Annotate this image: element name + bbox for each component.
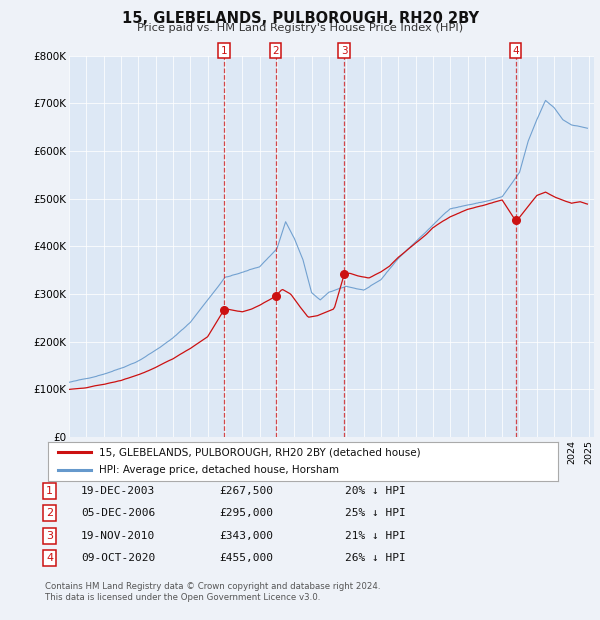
Text: Price paid vs. HM Land Registry's House Price Index (HPI): Price paid vs. HM Land Registry's House … bbox=[137, 23, 463, 33]
Text: 19-NOV-2010: 19-NOV-2010 bbox=[81, 531, 155, 541]
Text: 3: 3 bbox=[341, 46, 347, 56]
Text: 4: 4 bbox=[46, 553, 53, 563]
Text: 20% ↓ HPI: 20% ↓ HPI bbox=[345, 486, 406, 496]
Text: 09-OCT-2020: 09-OCT-2020 bbox=[81, 553, 155, 563]
Text: 3: 3 bbox=[46, 531, 53, 541]
Text: 21% ↓ HPI: 21% ↓ HPI bbox=[345, 531, 406, 541]
Text: 4: 4 bbox=[512, 46, 519, 56]
Text: 15, GLEBELANDS, PULBOROUGH, RH20 2BY (detached house): 15, GLEBELANDS, PULBOROUGH, RH20 2BY (de… bbox=[99, 448, 421, 458]
Text: 1: 1 bbox=[46, 486, 53, 496]
Text: 1: 1 bbox=[221, 46, 227, 56]
Text: 15, GLEBELANDS, PULBOROUGH, RH20 2BY: 15, GLEBELANDS, PULBOROUGH, RH20 2BY bbox=[121, 11, 479, 26]
Text: 26% ↓ HPI: 26% ↓ HPI bbox=[345, 553, 406, 563]
Text: £295,000: £295,000 bbox=[219, 508, 273, 518]
Text: Contains HM Land Registry data © Crown copyright and database right 2024.
This d: Contains HM Land Registry data © Crown c… bbox=[45, 582, 380, 603]
Text: 05-DEC-2006: 05-DEC-2006 bbox=[81, 508, 155, 518]
Text: £267,500: £267,500 bbox=[219, 486, 273, 496]
Text: £343,000: £343,000 bbox=[219, 531, 273, 541]
Text: 2: 2 bbox=[272, 46, 279, 56]
Text: 25% ↓ HPI: 25% ↓ HPI bbox=[345, 508, 406, 518]
Text: £455,000: £455,000 bbox=[219, 553, 273, 563]
Text: 2: 2 bbox=[46, 508, 53, 518]
Text: 19-DEC-2003: 19-DEC-2003 bbox=[81, 486, 155, 496]
Text: HPI: Average price, detached house, Horsham: HPI: Average price, detached house, Hors… bbox=[99, 465, 339, 475]
